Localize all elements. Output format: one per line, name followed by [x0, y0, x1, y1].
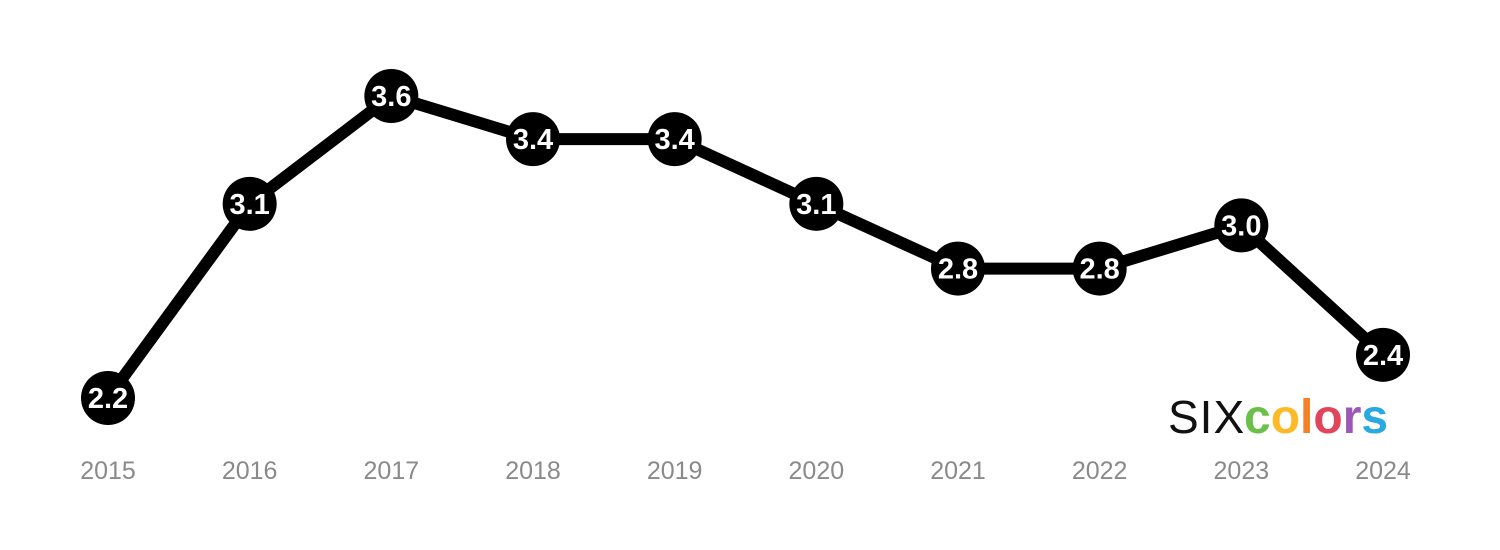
data-point-2018: [506, 112, 560, 167]
data-marker-layer: 2.2 3.1 3.6 3.4 3.4 3.1 2.8 2.8 3.0 2.4: [81, 69, 1410, 425]
logo-letter-5: s: [1361, 391, 1388, 444]
data-point-2024: [1356, 327, 1410, 382]
x-tick-label-2023: 2023: [1214, 457, 1270, 485]
x-tick-label-2017: 2017: [364, 457, 420, 485]
six-colors-logo: SIX colors: [1168, 391, 1388, 444]
data-point-2017: [364, 69, 419, 123]
data-label-2018: 3.4: [513, 124, 553, 156]
data-label-2020: 3.1: [796, 189, 836, 221]
data-point-2015: [81, 371, 135, 425]
data-label-2017: 3.6: [371, 81, 411, 113]
x-axis-tick-labels: 2015 2016 2017 2018 2019 2020 2021 2022 2023 2024: [80, 457, 1411, 485]
logo-letter-0: c: [1244, 391, 1271, 444]
data-label-2023: 3.0: [1221, 210, 1261, 242]
logo-letter-3: o: [1313, 391, 1342, 444]
x-tick-label-2019: 2019: [647, 457, 703, 485]
logo-colors-text: colors: [1244, 391, 1388, 444]
logo-letter-4: r: [1343, 391, 1362, 444]
series-line-layer: [102, 90, 1389, 404]
x-tick-label-2024: 2024: [1355, 457, 1411, 485]
data-point-2021: [931, 241, 985, 296]
data-label-2019: 3.4: [655, 124, 695, 156]
data-label-2016: 3.1: [230, 189, 270, 221]
x-tick-label-2020: 2020: [789, 457, 845, 485]
data-label-2024: 2.4: [1363, 340, 1403, 372]
data-point-2020: [789, 176, 844, 231]
series-line: [102, 90, 1389, 404]
logo-six-text: SIX: [1168, 391, 1245, 443]
x-tick-label-2015: 2015: [80, 457, 136, 485]
data-point-2022: [1072, 241, 1127, 296]
x-tick-label-2022: 2022: [1072, 457, 1128, 485]
data-point-2023: [1214, 198, 1269, 253]
x-tick-label-2021: 2021: [930, 457, 986, 485]
x-tick-label-2018: 2018: [505, 457, 561, 485]
logo-letter-1: o: [1271, 391, 1300, 444]
data-point-2016: [222, 176, 277, 231]
data-label-2022: 2.8: [1080, 254, 1120, 286]
x-tick-label-2016: 2016: [222, 457, 278, 485]
data-point-2019: [647, 112, 702, 167]
data-label-2021: 2.8: [938, 254, 978, 286]
data-label-2015: 2.2: [88, 383, 128, 415]
logo-letter-2: l: [1300, 391, 1313, 444]
